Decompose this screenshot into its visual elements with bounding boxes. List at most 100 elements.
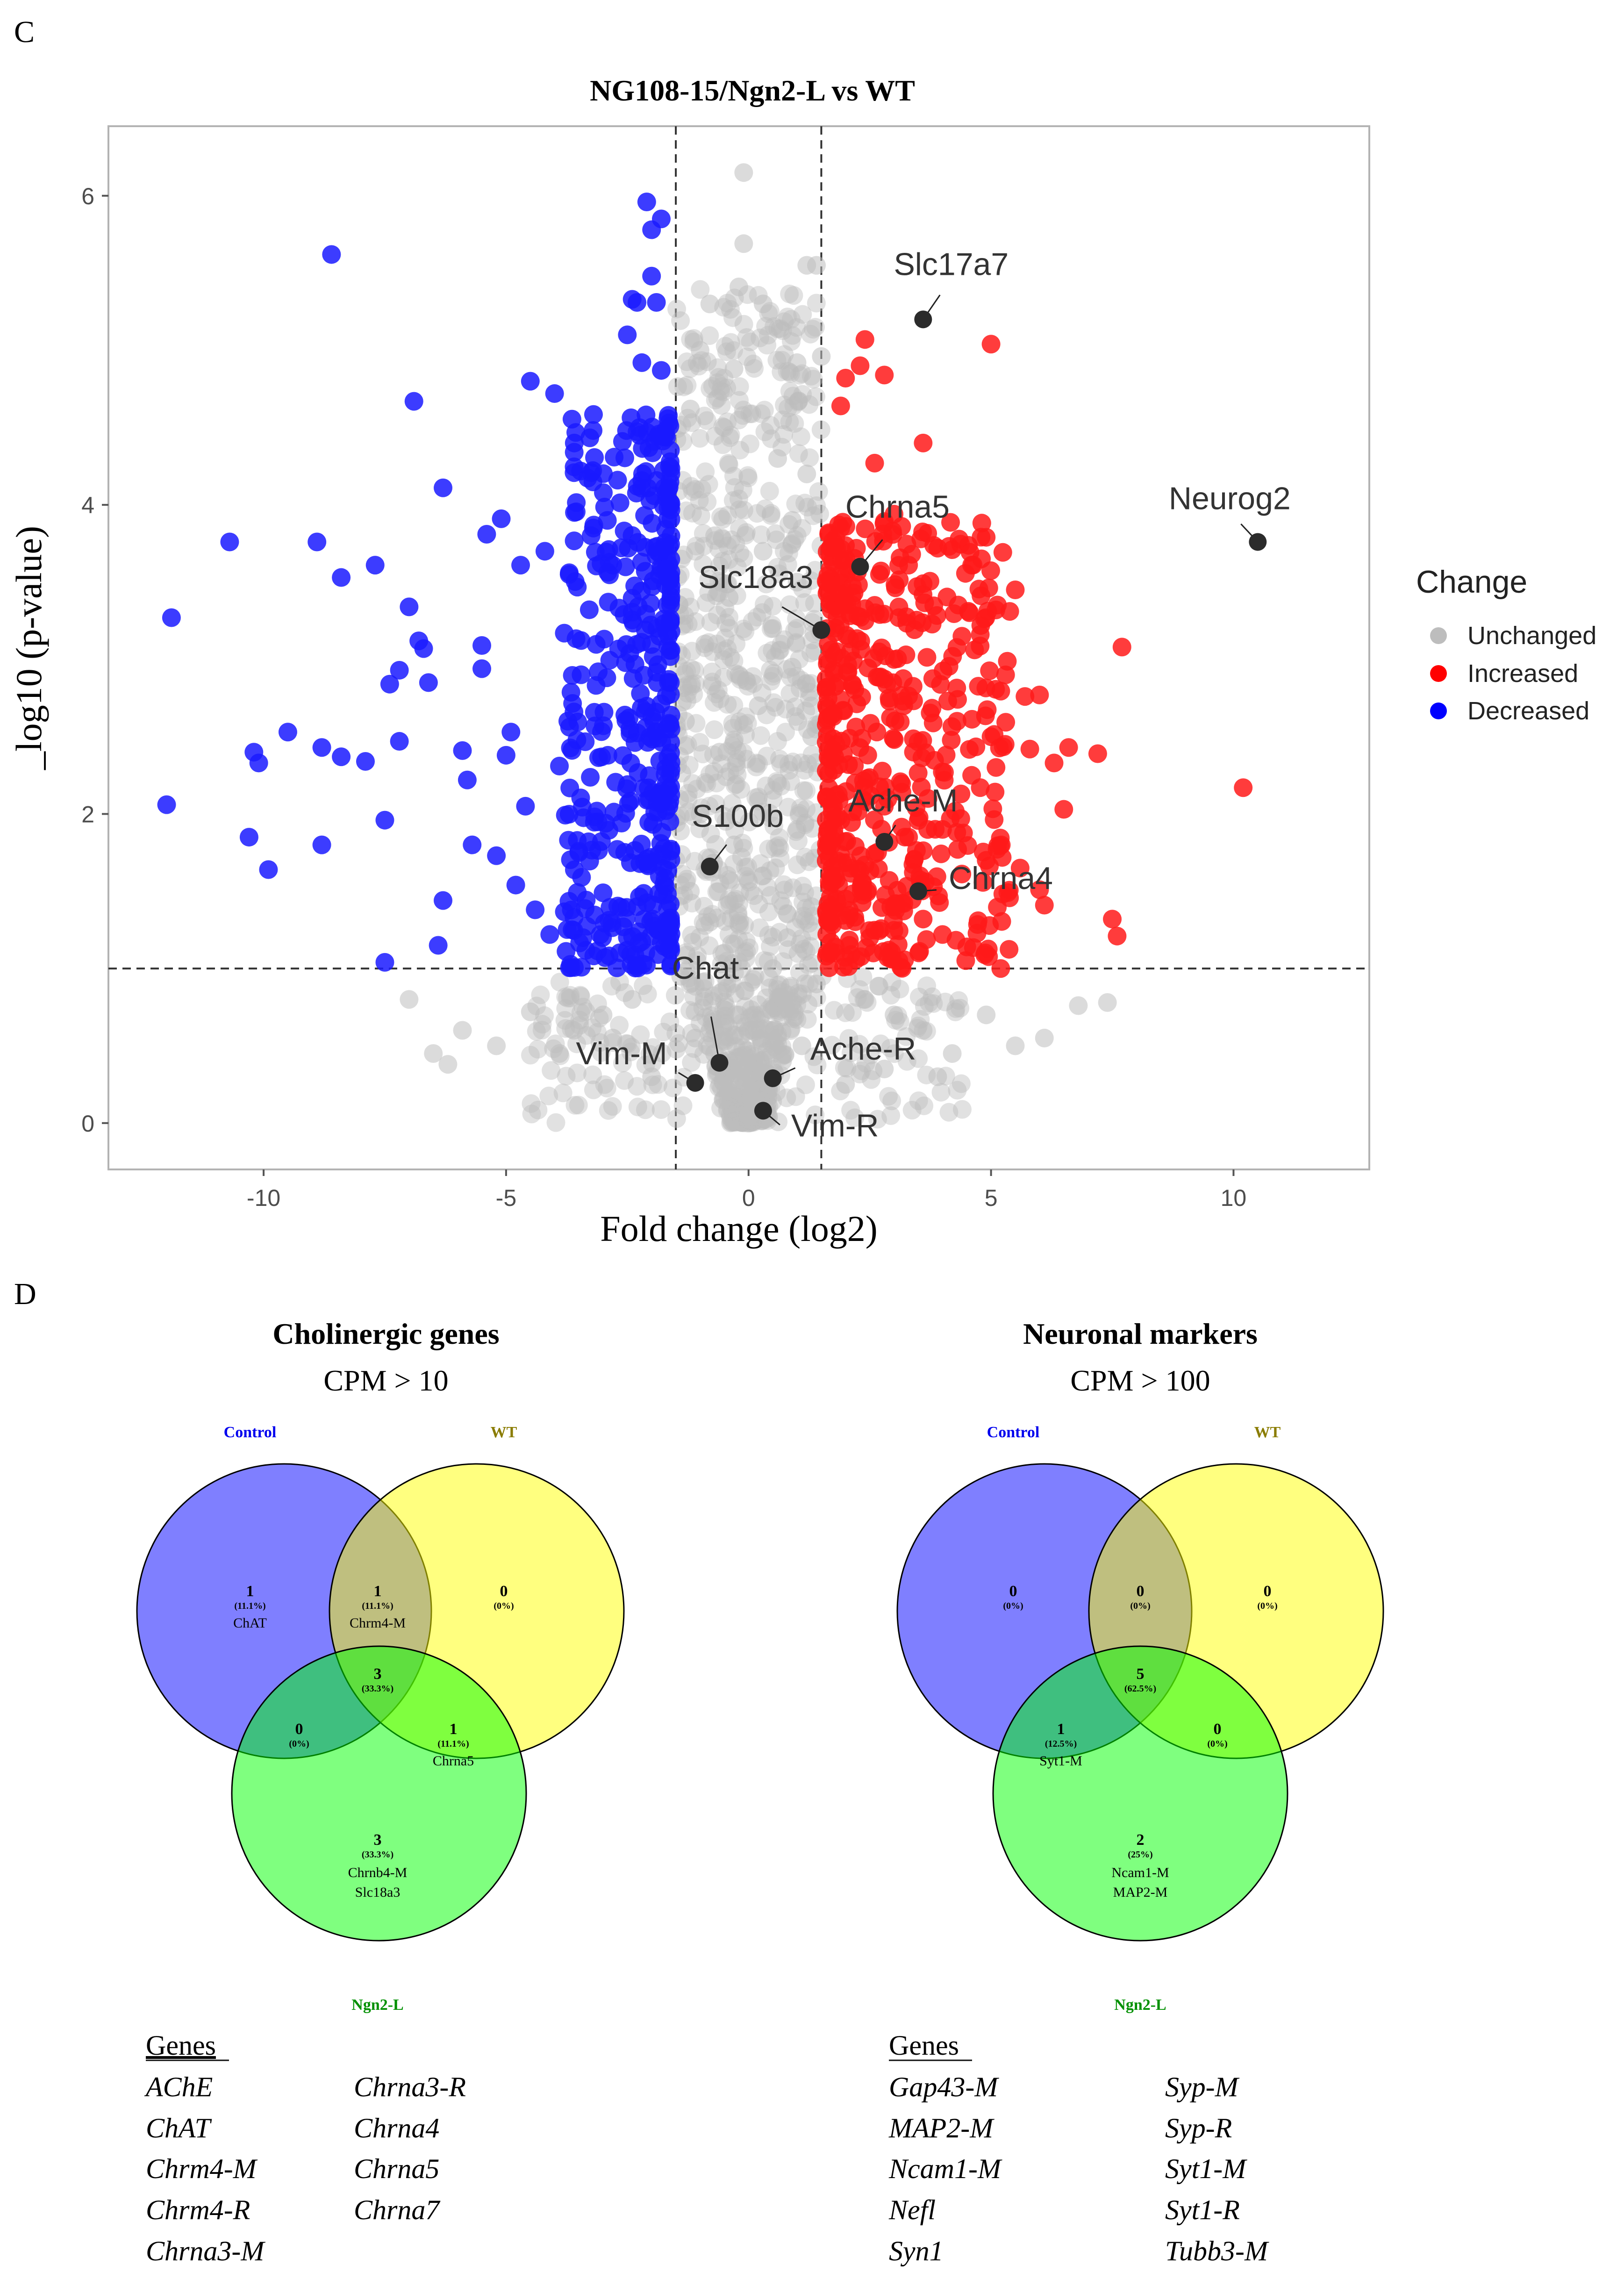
unchanged-point <box>622 990 642 1009</box>
increased-point <box>958 836 977 855</box>
unchanged-point <box>781 1019 801 1038</box>
unchanged-point <box>795 494 815 513</box>
decreased-point <box>312 835 331 854</box>
decreased-point <box>566 502 586 522</box>
unchanged-point <box>687 951 707 970</box>
unchanged-point <box>715 1006 734 1025</box>
unchanged-point <box>565 1096 585 1115</box>
increased-point <box>822 912 841 932</box>
unchanged-point <box>730 277 748 296</box>
increased-point <box>909 763 928 782</box>
decreased-point <box>565 703 584 722</box>
unchanged-point <box>696 1008 715 1027</box>
unchanged-point <box>742 404 761 423</box>
unchanged-point <box>789 391 808 410</box>
unchanged-point <box>769 988 788 1007</box>
unchanged-point <box>597 1078 616 1097</box>
unchanged-point <box>748 806 767 825</box>
unchanged-point <box>773 1037 792 1056</box>
unchanged-point <box>881 986 901 1005</box>
unchanged-point <box>722 530 741 549</box>
unchanged-point <box>780 413 799 432</box>
unchanged-point <box>760 481 779 501</box>
unchanged-point <box>783 999 802 1018</box>
increased-point <box>826 944 845 963</box>
unchanged-point <box>791 798 810 817</box>
region-gene: MAP2-M <box>1113 1885 1168 1900</box>
unchanged-point <box>763 597 782 616</box>
unchanged-point <box>679 790 698 809</box>
unchanged-point <box>771 975 790 994</box>
unchanged-point <box>1035 1028 1054 1047</box>
unchanged-point <box>682 1053 701 1072</box>
unchanged-point <box>720 608 739 627</box>
decreased-point <box>637 955 656 975</box>
unchanged-point <box>711 1098 730 1118</box>
unchanged-point <box>715 1089 734 1108</box>
unchanged-point <box>765 838 785 857</box>
unchanged-point <box>870 977 889 996</box>
unchanged-point <box>736 867 755 886</box>
unchanged-point <box>720 1027 739 1047</box>
increased-point <box>976 678 995 697</box>
gene-item: Gap43-M <box>889 2072 999 2102</box>
unchanged-point <box>730 391 749 410</box>
decreased-point <box>651 209 671 229</box>
unchanged-point <box>690 804 709 824</box>
x-axis-label: Fold change (log2) <box>600 1208 878 1249</box>
unchanged-point <box>796 701 816 720</box>
decreased-point <box>365 556 385 575</box>
increased-point <box>889 951 909 970</box>
unchanged-point <box>719 455 738 474</box>
increased-point <box>914 574 933 593</box>
unchanged-point <box>683 774 702 793</box>
unchanged-point <box>715 1014 735 1033</box>
unchanged-point <box>706 835 725 854</box>
unchanged-point <box>796 847 815 867</box>
region-control-only: 1 (11.1%) ChAT <box>233 1583 267 1631</box>
unchanged-point <box>695 979 714 998</box>
increased-point <box>1108 926 1127 946</box>
unchanged-point <box>759 1000 779 1019</box>
unchanged-point <box>700 912 719 932</box>
unchanged-point <box>943 1044 962 1063</box>
unchanged-point <box>733 480 752 500</box>
y-tick-label: 0 <box>81 1111 94 1137</box>
unchanged-point <box>730 1005 748 1025</box>
unchanged-point <box>795 883 814 902</box>
increased-point <box>847 539 866 558</box>
unchanged-point <box>693 998 712 1018</box>
decreased-point <box>587 556 606 575</box>
increased-point <box>956 951 975 970</box>
decreased-point <box>375 953 394 972</box>
region-ngn2-only: 3 (33.3%) Chrnb4-M Slc18a3 <box>348 1831 408 1900</box>
unchanged-point <box>686 1002 705 1021</box>
region-gene: Slc18a3 <box>355 1885 401 1900</box>
unchanged-point <box>784 1009 803 1028</box>
increased-point <box>943 647 962 666</box>
unchanged-point <box>804 1047 823 1066</box>
unchanged-point <box>768 1035 787 1054</box>
unchanged-point <box>734 715 753 734</box>
unchanged-point <box>697 774 716 793</box>
unchanged-point <box>710 743 729 762</box>
unchanged-point <box>573 997 593 1017</box>
unchanged-point <box>796 1075 815 1095</box>
unchanged-point <box>776 723 795 742</box>
unchanged-point <box>721 909 740 928</box>
unchanged-point <box>920 993 939 1012</box>
unchanged-point <box>763 996 782 1015</box>
increased-point <box>1020 739 1039 759</box>
unchanged-point <box>769 1112 788 1132</box>
unchanged-point <box>769 836 788 855</box>
unchanged-point <box>571 986 590 1005</box>
increased-point <box>951 809 970 828</box>
unchanged-point <box>721 1108 740 1127</box>
increased-point <box>1059 738 1078 757</box>
unchanged-point <box>709 572 729 591</box>
unchanged-point <box>768 558 787 577</box>
unchanged-point <box>724 733 744 752</box>
unchanged-point <box>868 1110 887 1129</box>
decreased-point <box>618 325 637 344</box>
unchanged-point <box>711 507 730 526</box>
